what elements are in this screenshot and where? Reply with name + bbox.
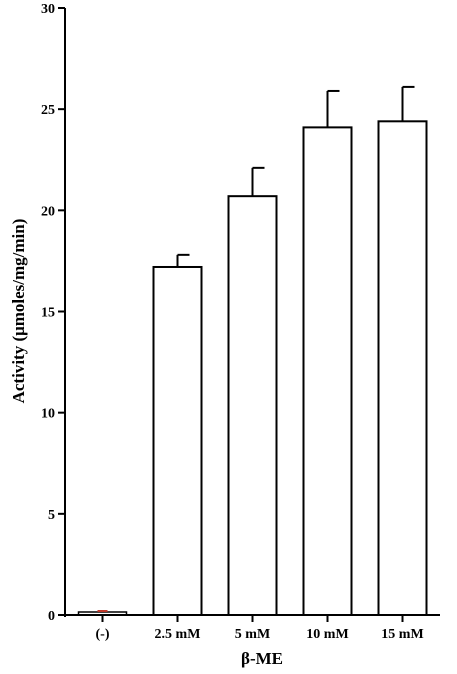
x-axis-title: β-ME <box>241 649 283 668</box>
x-tick-label: 5 mM <box>235 627 270 642</box>
y-axis-title: Activity (μmoles/mg/min) <box>9 219 28 404</box>
y-tick-label: 30 <box>41 2 55 17</box>
y-axis: 0 5 10 15 20 25 30 <box>41 2 66 624</box>
bar <box>377 120 428 616</box>
x-tick-label: 10 mM <box>306 627 348 642</box>
bars <box>77 85 428 616</box>
bar <box>227 195 278 616</box>
x-tick-label: (-) <box>96 627 110 642</box>
y-tick-label: 5 <box>48 508 55 523</box>
x-tick-label: 15 mM <box>381 627 423 642</box>
y-tick-label: 20 <box>41 204 55 219</box>
y-tick-label: 0 <box>48 609 55 624</box>
y-tick-label: 15 <box>41 306 55 321</box>
y-tick-label: 10 <box>41 407 55 422</box>
bar <box>302 126 353 616</box>
x-axis: (-) 2.5 mM 5 mM 10 mM 15 mM <box>65 614 440 642</box>
x-tick-label: 2.5 mM <box>155 627 201 642</box>
bar <box>152 265 203 616</box>
y-tick-label: 25 <box>41 103 55 118</box>
